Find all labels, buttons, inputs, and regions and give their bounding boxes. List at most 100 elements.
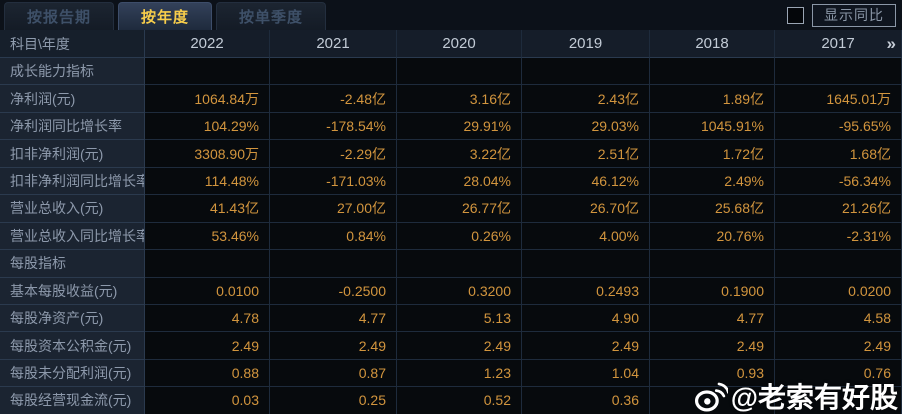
table-cell[interactable]: 28.04% xyxy=(397,167,522,196)
table-cell[interactable]: 0.25 xyxy=(270,387,397,414)
table-cell[interactable]: 1.68亿 xyxy=(775,140,902,168)
table-cell[interactable]: 0.84% xyxy=(270,222,397,251)
table-cell[interactable]: -0.2500 xyxy=(270,277,397,305)
table-cell[interactable]: 1645.01万 xyxy=(775,85,902,113)
show-yoy-button[interactable]: 显示同比 xyxy=(812,3,896,27)
table-cell[interactable]: 4.90 xyxy=(522,304,650,333)
table-cell[interactable]: 21.26亿 xyxy=(775,195,902,223)
table-cell[interactable] xyxy=(270,58,397,86)
table-cell[interactable] xyxy=(145,250,270,278)
table-cell[interactable]: 0.93 xyxy=(650,359,775,388)
table-cell[interactable] xyxy=(522,58,650,86)
row-label: 净利润同比增长率 xyxy=(0,112,145,141)
table-cell[interactable] xyxy=(775,250,902,278)
table-cell[interactable]: 0.88 xyxy=(145,359,270,388)
table-cell[interactable]: 3.22亿 xyxy=(397,140,522,168)
table-cell[interactable]: 4.77 xyxy=(650,304,775,333)
year-column-header: 2021 xyxy=(270,30,397,58)
table-cell[interactable]: 4.00% xyxy=(522,222,650,251)
table-cell[interactable] xyxy=(775,387,902,414)
table-cell[interactable]: -2.31% xyxy=(775,222,902,251)
table-cell[interactable]: 1.04 xyxy=(522,359,650,388)
table-cell[interactable]: 29.91% xyxy=(397,112,522,141)
table-cell[interactable]: 0.0200 xyxy=(775,277,902,305)
table-cell[interactable]: 53.46% xyxy=(145,222,270,251)
table-cell[interactable]: 41.43亿 xyxy=(145,195,270,223)
table-cell[interactable]: 29.03% xyxy=(522,112,650,141)
table-cell[interactable] xyxy=(650,250,775,278)
table-cell[interactable]: -171.03% xyxy=(270,167,397,196)
table-cell[interactable]: 27.00亿 xyxy=(270,195,397,223)
table-cell[interactable] xyxy=(522,250,650,278)
table-cell[interactable]: 46.12% xyxy=(522,167,650,196)
table-cell[interactable] xyxy=(145,58,270,86)
table-cell[interactable]: 4.77 xyxy=(270,304,397,333)
table-cell[interactable]: 2.51亿 xyxy=(522,140,650,168)
row-label: 营业总收入(元) xyxy=(0,195,145,223)
table-cell[interactable]: 2.49 xyxy=(145,332,270,360)
table-cell[interactable]: 1.23 xyxy=(397,359,522,388)
table-cell[interactable] xyxy=(270,250,397,278)
table-cell[interactable]: 2.43亿 xyxy=(522,85,650,113)
year-label: 2021 xyxy=(316,35,350,52)
table-cell[interactable]: -178.54% xyxy=(270,112,397,141)
table-cell[interactable]: 2.49 xyxy=(270,332,397,360)
table-cell[interactable]: -2.29亿 xyxy=(270,140,397,168)
table-cell[interactable]: 0.1900 xyxy=(650,277,775,305)
table-cell[interactable]: 20.76% xyxy=(650,222,775,251)
row-label: 每股资本公积金(元) xyxy=(0,332,145,360)
row-label: 每股净资产(元) xyxy=(0,304,145,333)
year-column-header: 2018 xyxy=(650,30,775,58)
table-cell[interactable]: 3308.90万 xyxy=(145,140,270,168)
show-yoy-checkbox[interactable] xyxy=(787,6,804,24)
table-cell[interactable]: 0.52 xyxy=(397,387,522,414)
table-cell[interactable]: 4.78 xyxy=(145,304,270,333)
row-label: 每股经营现金流(元) xyxy=(0,387,145,414)
tab-by-single-quarter[interactable]: 按单季度 xyxy=(216,2,327,30)
row-label: 营业总收入同比增长率 xyxy=(0,222,145,251)
table-cell[interactable]: 1045.91% xyxy=(650,112,775,141)
table-cell[interactable]: 0.87 xyxy=(270,359,397,388)
table-cell[interactable]: 104.29% xyxy=(145,112,270,141)
table-cell[interactable]: 0.26% xyxy=(397,222,522,251)
period-tabbar: 按报告期 按年度 按单季度 显示同比 xyxy=(0,0,902,30)
year-column-header: 2017 » xyxy=(775,30,902,58)
year-label: 2022 xyxy=(190,35,224,52)
table-cell[interactable]: 25.68亿 xyxy=(650,195,775,223)
table-cell[interactable]: -56.34% xyxy=(775,167,902,196)
table-cell[interactable] xyxy=(650,387,775,414)
table-cell[interactable]: 26.70亿 xyxy=(522,195,650,223)
table-cell[interactable] xyxy=(397,250,522,278)
table-cell[interactable]: 3.16亿 xyxy=(397,85,522,113)
tab-by-year[interactable]: 按年度 xyxy=(118,2,213,30)
table-cell[interactable] xyxy=(650,58,775,86)
more-columns-icon[interactable]: » xyxy=(886,33,896,53)
table-cell[interactable]: 5.13 xyxy=(397,304,522,333)
table-cell[interactable]: 1.72亿 xyxy=(650,140,775,168)
table-cell[interactable]: 0.76 xyxy=(775,359,902,388)
table-cell[interactable]: 2.49 xyxy=(522,332,650,360)
table-cell[interactable]: 2.49 xyxy=(650,332,775,360)
table-cell[interactable]: 4.58 xyxy=(775,304,902,333)
table-cell[interactable] xyxy=(397,58,522,86)
table-cell[interactable]: 2.49% xyxy=(650,167,775,196)
table-cell[interactable]: -95.65% xyxy=(775,112,902,141)
yoy-controls: 显示同比 xyxy=(787,3,896,27)
table-cell[interactable]: 0.36 xyxy=(522,387,650,414)
table-cell[interactable]: 0.3200 xyxy=(397,277,522,305)
table-cell[interactable]: 2.49 xyxy=(397,332,522,360)
table-cell[interactable]: 0.03 xyxy=(145,387,270,414)
table-cell[interactable] xyxy=(775,58,902,86)
table-cell[interactable]: 1.89亿 xyxy=(650,85,775,113)
table-cell[interactable]: 114.48% xyxy=(145,167,270,196)
row-label: 基本每股收益(元) xyxy=(0,277,145,305)
table-cell[interactable]: 1064.84万 xyxy=(145,85,270,113)
table-cell[interactable]: -2.48亿 xyxy=(270,85,397,113)
year-label: 2020 xyxy=(442,35,476,52)
tab-by-report-period[interactable]: 按报告期 xyxy=(4,2,115,30)
table-cell[interactable]: 0.2493 xyxy=(522,277,650,305)
table-cell[interactable]: 26.77亿 xyxy=(397,195,522,223)
table-cell[interactable]: 0.0100 xyxy=(145,277,270,305)
table-cell[interactable]: 2.49 xyxy=(775,332,902,360)
